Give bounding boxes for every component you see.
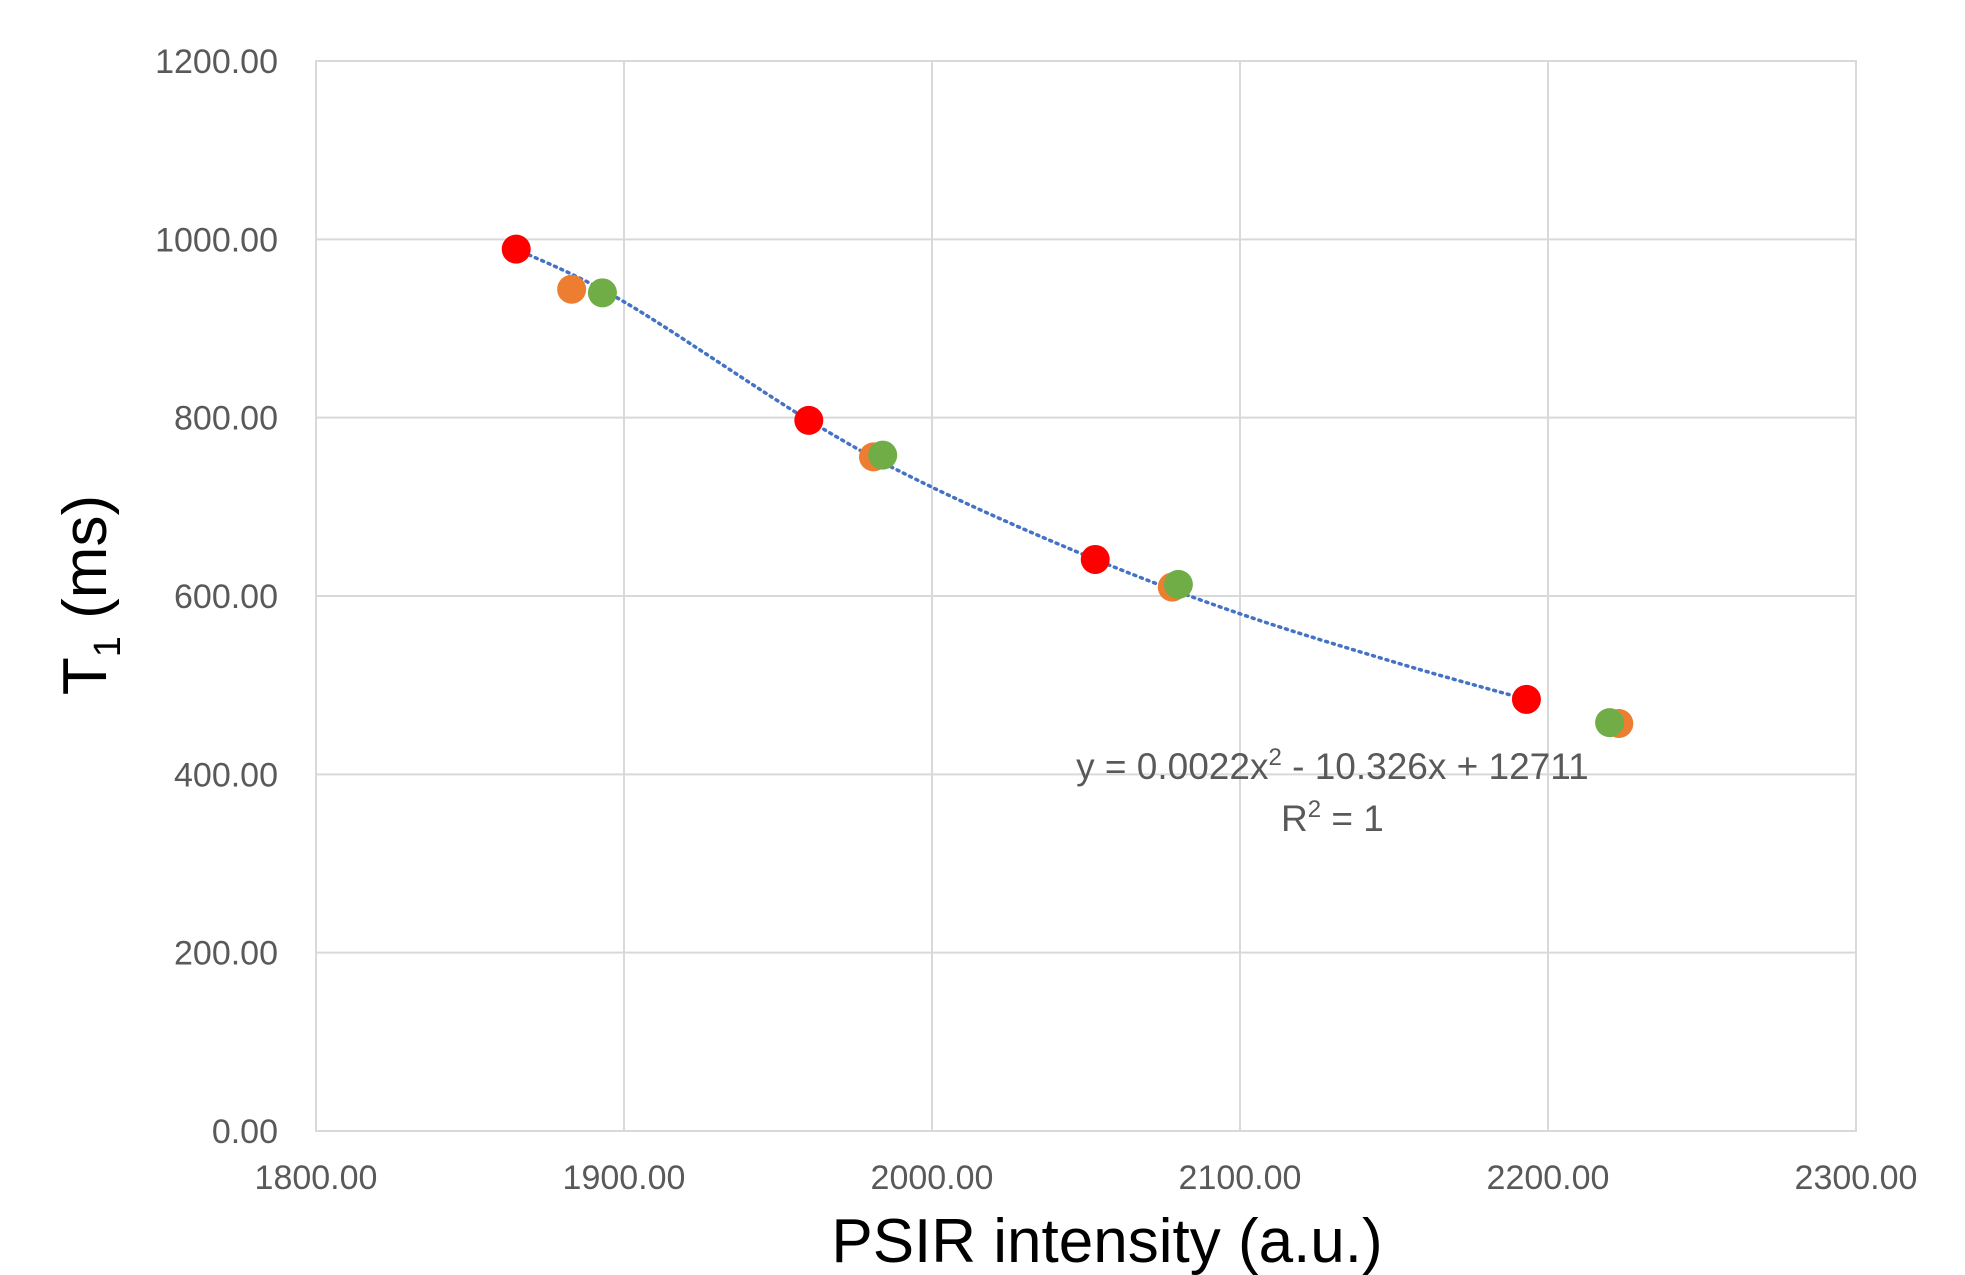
y-tick-label-3: 600.00 [174,578,278,616]
polynomial-trendline [514,247,1529,702]
series-red-point-3 [1511,684,1541,714]
series-green-point-3 [1595,708,1625,738]
y-axis-title-subscript: 1 [87,636,129,657]
y-tick-label-6: 1200.00 [155,43,278,81]
x-tick-label-5: 2300.00 [1795,1159,1918,1197]
trendline-equation-label: y = 0.0022x2 - 10.326x + 12711 [1076,744,1589,787]
marker-layer [501,234,1634,739]
x-tick-label-1: 1900.00 [563,1159,686,1197]
x-axis-title: PSIR intensity (a.u.) [831,1207,1382,1275]
tick-label-layer: 1800.00 1900.00 2000.00 2100.00 2200.00 2300.… [155,43,1917,1197]
y-tick-label-2: 400.00 [174,756,278,794]
equation-rest: - 10.326x + 12711 [1282,746,1589,787]
y-axis-title-rest: (ms) [51,495,120,636]
trendline-r-squared-label: R2 = 1 [1281,796,1384,839]
y-tick-label-0: 0.00 [212,1113,278,1151]
r2-main: R [1281,798,1308,839]
y-axis-title-main: T [51,657,120,695]
series-green-point-0 [587,278,617,308]
series-green-point-2 [1163,569,1193,599]
grid-layer [315,60,1857,1132]
r2-rest: = 1 [1321,798,1384,839]
x-tick-label-4: 2200.00 [1487,1159,1610,1197]
x-tick-label-0: 1800.00 [255,1159,378,1197]
series-red-point-2 [1080,544,1110,574]
y-tick-label-4: 800.00 [174,400,278,438]
x-tick-label-3: 2100.00 [1179,1159,1302,1197]
plot-area-border [315,60,1857,1132]
equation-main: y = 0.0022x [1076,746,1269,787]
y-axis-title: T1 (ms) [51,495,129,695]
equation-exponent: 2 [1268,744,1281,771]
series-red-point-0 [501,234,531,264]
y-tick-label-5: 1000.00 [155,221,278,259]
y-tick-label-1: 200.00 [174,935,278,973]
r2-exponent: 2 [1308,796,1321,823]
series-green-point-1 [868,440,898,470]
series-red-point-1 [794,405,824,435]
x-tick-label-2: 2000.00 [871,1159,994,1197]
series-orange-point-0 [557,274,587,304]
